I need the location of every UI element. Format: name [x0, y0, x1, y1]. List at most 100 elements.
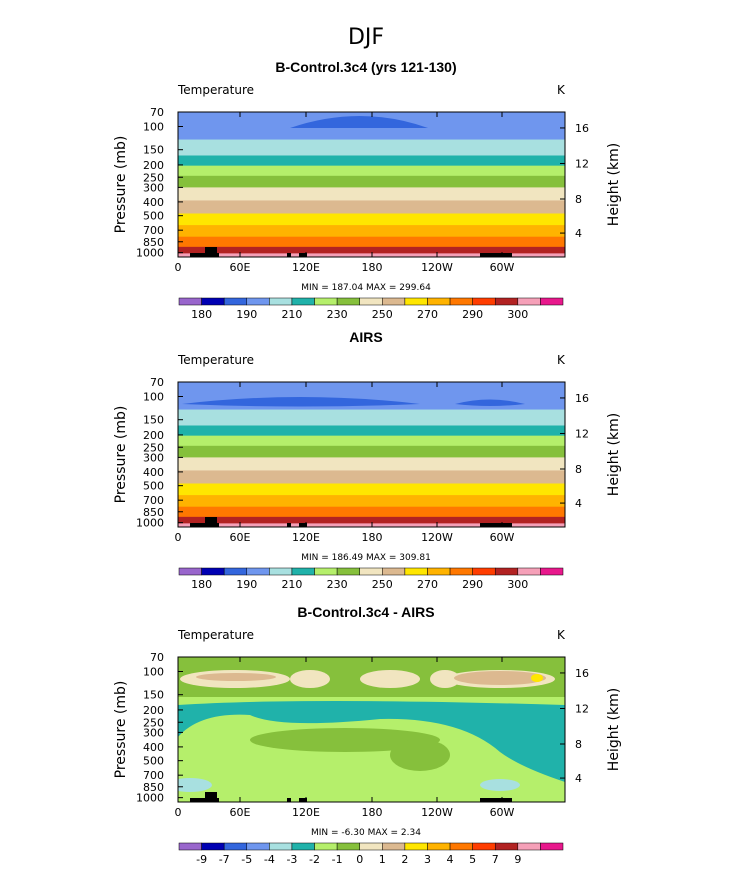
y2-tick-label: 4 — [575, 227, 582, 240]
colorbar-swatch — [336, 842, 360, 851]
x-tick-label: 120E — [292, 531, 320, 544]
colorbar-label: 270 — [417, 578, 438, 591]
x-tick-label: 120E — [292, 261, 320, 274]
topography — [190, 523, 210, 527]
contour-band — [290, 670, 330, 688]
units-label: K — [557, 83, 566, 97]
contour-band — [178, 139, 565, 157]
colorbar-swatch — [382, 842, 406, 851]
contour-band — [178, 155, 565, 167]
y-tick-label: 200 — [143, 704, 164, 717]
colorbar-label: 9 — [514, 853, 521, 866]
y2-tick-label: 4 — [575, 497, 582, 510]
panel-title: AIRS — [349, 329, 382, 345]
contour-band — [178, 516, 565, 525]
colorbar-swatch — [472, 842, 496, 851]
contour-band — [178, 236, 565, 248]
colorbar-swatch — [404, 297, 428, 306]
colorbar-label: 230 — [327, 308, 348, 321]
topography — [480, 253, 512, 257]
contour-field — [178, 382, 565, 527]
x-tick-label: 60E — [230, 531, 251, 544]
x-tick-label: 60E — [230, 806, 251, 819]
y2-axis-label: Height (km) — [606, 413, 622, 496]
y2-tick-label: 8 — [575, 193, 582, 206]
y-tick-label: 200 — [143, 159, 164, 172]
contour-band — [178, 165, 565, 177]
colorbar-swatch — [494, 567, 519, 576]
y-tick-label: 500 — [143, 480, 164, 493]
colorbar-label: 4 — [447, 853, 454, 866]
contour-band — [178, 213, 565, 227]
panel-title: B-Control.3c4 - AIRS — [297, 604, 434, 620]
colorbar-label: 290 — [462, 308, 483, 321]
y2-tick-label: 16 — [575, 122, 589, 135]
y-tick-label: 70 — [150, 376, 164, 389]
colorbar-swatch — [269, 567, 293, 576]
contour-band — [178, 457, 565, 472]
contour-band — [531, 674, 543, 682]
colorbar-label: 250 — [372, 578, 393, 591]
contour-band — [360, 670, 420, 688]
y-tick-label: 700 — [143, 769, 164, 782]
colorbar-swatch — [336, 567, 360, 576]
x-tick-label: 60W — [490, 806, 515, 819]
y-tick-label: 500 — [143, 755, 164, 768]
y-tick-label: 100 — [143, 121, 164, 134]
contour-band — [178, 483, 565, 497]
y-axis-label: Pressure (mb) — [113, 681, 129, 779]
y-axis-label: Pressure (mb) — [113, 136, 129, 234]
topography — [299, 523, 307, 527]
contour-field — [178, 657, 565, 802]
x-tick-label: 120W — [421, 806, 453, 819]
colorbar-label: 270 — [417, 308, 438, 321]
topography — [299, 798, 307, 802]
colorbar: -9 -7 -5 -4 -3 -2 -1 0 1 2 3 4 5 7 9 — [178, 842, 564, 866]
colorbar-swatch — [494, 842, 519, 851]
y-tick-label: 850 — [143, 781, 164, 794]
contour-band — [178, 470, 565, 485]
contour-band — [178, 409, 565, 427]
colorbar-swatch — [404, 842, 428, 851]
y-tick-label: 700 — [143, 494, 164, 507]
colorbar-swatch — [291, 567, 315, 576]
contour-band — [178, 778, 212, 792]
contour-band — [178, 425, 565, 437]
y-axis-label: Pressure (mb) — [113, 406, 129, 504]
contour-band — [178, 187, 565, 202]
topography — [205, 247, 217, 257]
colorbar-label: 7 — [492, 853, 499, 866]
colorbar-swatch — [314, 297, 338, 306]
y2-tick-label: 16 — [575, 392, 589, 405]
x-tick-label: 0 — [175, 806, 182, 819]
y2-tick-label: 12 — [575, 702, 589, 715]
y-tick-label: 700 — [143, 224, 164, 237]
y-tick-label: 100 — [143, 666, 164, 679]
topography — [299, 253, 307, 257]
colorbar-swatch — [201, 842, 225, 851]
y-tick-label: 1000 — [136, 792, 164, 805]
contour-field — [178, 112, 565, 257]
y-tick-label: 400 — [143, 196, 164, 209]
colorbar-swatch — [201, 567, 225, 576]
contour-band — [178, 506, 565, 518]
topography — [205, 517, 217, 527]
colorbar-swatch — [223, 297, 248, 306]
colorbar-label: 300 — [507, 308, 528, 321]
y-tick-label: 1000 — [136, 517, 164, 530]
colorbar-label: 210 — [281, 578, 302, 591]
figure-title: DJF — [348, 25, 384, 50]
y-tick-label: 850 — [143, 236, 164, 249]
x-tick-label: 180 — [362, 261, 383, 274]
topography — [205, 792, 217, 802]
y-tick-label: 250 — [143, 171, 164, 184]
colorbar-label: 1 — [379, 853, 386, 866]
colorbar-label: 250 — [372, 308, 393, 321]
contour-band — [178, 435, 565, 447]
colorbar-swatch — [178, 297, 202, 306]
x-tick-label: 120E — [292, 806, 320, 819]
y-tick-label: 150 — [143, 144, 164, 157]
colorbar-label: -3 — [286, 853, 297, 866]
colorbar-swatch — [540, 297, 564, 306]
colorbar-label: 290 — [462, 578, 483, 591]
